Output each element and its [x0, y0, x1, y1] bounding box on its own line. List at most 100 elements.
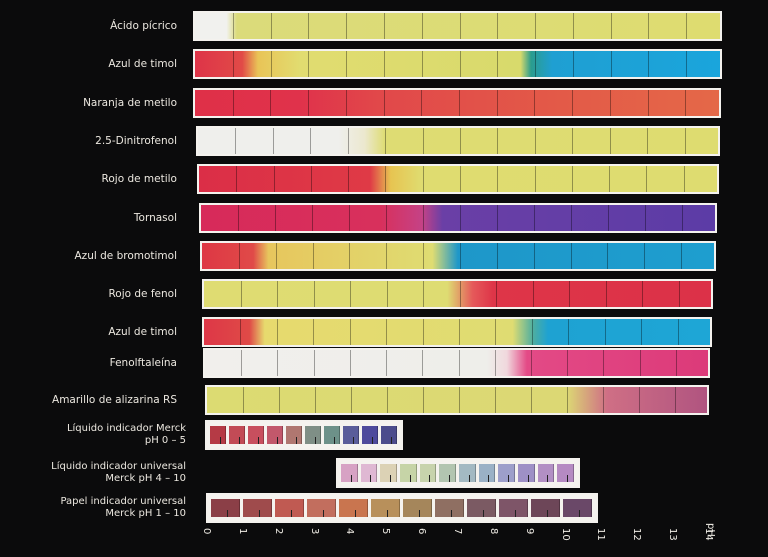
color-swatch [403, 499, 432, 517]
merck-swatch-strip [336, 458, 580, 488]
swatch-mark [508, 475, 510, 482]
indicator-label: Azul de bromotimol [74, 250, 178, 262]
ph-gridline [531, 319, 533, 345]
merck-label-line2: Merck pH 1 – 10 [105, 508, 186, 519]
color-swatch [343, 426, 359, 444]
ph-gridline [683, 166, 685, 192]
ph-gridline [570, 243, 572, 269]
ph-axis-number: 7 [452, 528, 463, 535]
indicator-bar [200, 241, 716, 271]
ph-gridline [535, 13, 537, 39]
ph-gridline [681, 243, 683, 269]
ph-gridline [571, 166, 573, 192]
ph-gridline [349, 243, 351, 269]
swatch-mark [483, 510, 484, 517]
ph-gridline [276, 319, 278, 345]
ph-gridline [567, 387, 568, 413]
ph-gridline [496, 90, 498, 116]
ph-gridline [647, 128, 649, 154]
ph-gridline [642, 281, 643, 307]
merck-label-line2: Merck pH 4 – 10 [105, 473, 186, 484]
ph-gridline [460, 128, 461, 154]
ph-gridline [675, 350, 677, 376]
swatch-mark [515, 510, 516, 517]
ph-axis-number: 5 [380, 528, 392, 535]
ph-gridline [497, 13, 499, 39]
ph-axis-number: 4 [344, 528, 356, 535]
ph-gridline [639, 350, 641, 376]
color-swatch [531, 499, 560, 517]
ph-gridline [609, 90, 611, 116]
ph-axis-number: 12 [631, 528, 643, 541]
swatch-mark [429, 475, 431, 482]
ph-gridline [675, 387, 676, 413]
ph-gridline [313, 319, 315, 345]
indicator-bar [193, 49, 722, 79]
ph-gridline [272, 128, 274, 154]
ph-gridline [345, 90, 347, 116]
ph-gridline [639, 387, 640, 413]
indicator-label: Rojo de metilo [101, 173, 177, 185]
swatch-mark [276, 437, 278, 444]
ph-axis-number: 10 [559, 528, 571, 541]
ph-gridline [387, 387, 388, 413]
swatch-mark [370, 475, 372, 482]
ph-gridline [531, 387, 532, 413]
color-swatch [248, 426, 264, 444]
swatch-mark [547, 475, 549, 482]
ph-gridline [459, 51, 461, 77]
ph-gridline [308, 51, 310, 77]
ph-gridline [603, 350, 605, 376]
color-swatch [267, 426, 283, 444]
ph-gridline [422, 166, 424, 192]
indicator-label: 2.5-Dinitrofenol [95, 135, 177, 147]
ph-gridline [460, 243, 461, 269]
swatch-mark [387, 510, 388, 517]
merck-swatch-strip [206, 493, 598, 523]
ph-gridline [458, 350, 460, 376]
ph-gridline [496, 281, 497, 307]
ph-gridline [273, 166, 275, 192]
indicator-bar [197, 164, 719, 194]
ph-gridline [312, 243, 314, 269]
ph-gridline [422, 350, 424, 376]
ph-gridline [238, 205, 239, 231]
color-swatch [498, 464, 515, 482]
ph-gridline [236, 166, 238, 192]
ph-gridline [315, 387, 316, 413]
swatch-mark [227, 510, 228, 517]
ph-gridline [641, 319, 643, 345]
ph-gridline [609, 166, 611, 192]
color-swatch [341, 464, 358, 482]
ph-gridline [495, 387, 496, 413]
swatch-mark [238, 437, 240, 444]
indicator-bar [202, 279, 713, 309]
ph-gridline [459, 13, 461, 39]
ph-gridline [534, 166, 536, 192]
ph-gridline [240, 281, 242, 307]
merck-label-line1: Papel indicador universal [60, 496, 186, 507]
indicator-bar [199, 203, 717, 233]
ph-gridline [648, 51, 650, 77]
ph-gridline [678, 281, 680, 307]
ph-gridline [495, 319, 497, 345]
ph-gridline [277, 281, 278, 307]
ph-gridline [459, 90, 460, 116]
swatch-mark [257, 437, 259, 444]
color-swatch [537, 464, 555, 482]
ph-gridline [677, 319, 679, 345]
ph-gridline [609, 128, 611, 154]
color-swatch [360, 464, 378, 482]
ph-gridline [270, 51, 272, 77]
swatch-mark [259, 510, 260, 517]
indicator-bar [202, 317, 712, 347]
color-swatch [210, 426, 226, 444]
ph-gridline [497, 166, 499, 192]
ph-gridline [604, 319, 606, 345]
ph-gridline [383, 13, 385, 39]
ph-axis-number: 11 [595, 528, 607, 541]
swatch-mark [468, 475, 470, 482]
ph-gridline [497, 128, 499, 154]
ph-gridline [610, 13, 612, 39]
ph-gridline [421, 51, 423, 77]
